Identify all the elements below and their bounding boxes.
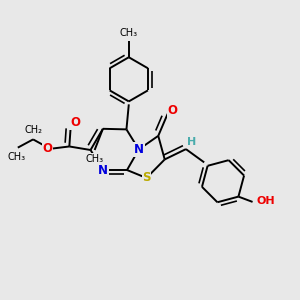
- Text: CH₃: CH₃: [120, 28, 138, 38]
- Text: CH₂: CH₂: [24, 125, 42, 135]
- Text: N: N: [98, 164, 108, 176]
- Text: O: O: [167, 104, 177, 117]
- Text: O: O: [42, 142, 52, 155]
- Text: S: S: [142, 172, 151, 184]
- Text: H: H: [187, 137, 196, 147]
- Text: O: O: [70, 116, 80, 129]
- Text: OH: OH: [257, 196, 275, 206]
- Text: CH₃: CH₃: [7, 152, 26, 162]
- Text: N: N: [134, 143, 144, 156]
- Text: CH₃: CH₃: [85, 154, 104, 164]
